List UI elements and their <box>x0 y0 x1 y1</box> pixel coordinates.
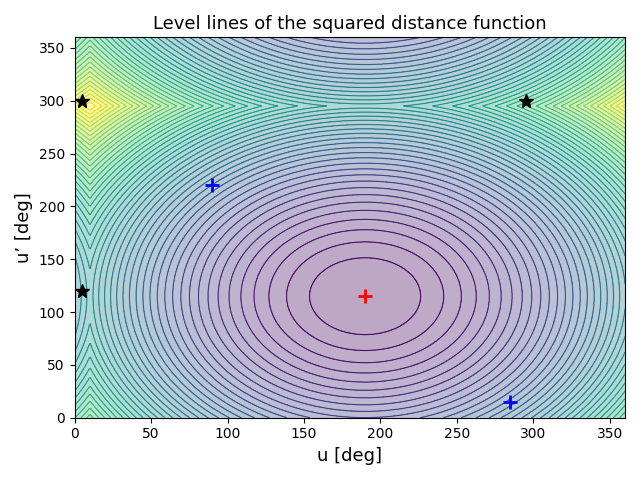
X-axis label: u [deg]: u [deg] <box>317 447 382 465</box>
Y-axis label: u’ [deg]: u’ [deg] <box>15 192 33 263</box>
Title: Level lines of the squared distance function: Level lines of the squared distance func… <box>153 15 547 33</box>
